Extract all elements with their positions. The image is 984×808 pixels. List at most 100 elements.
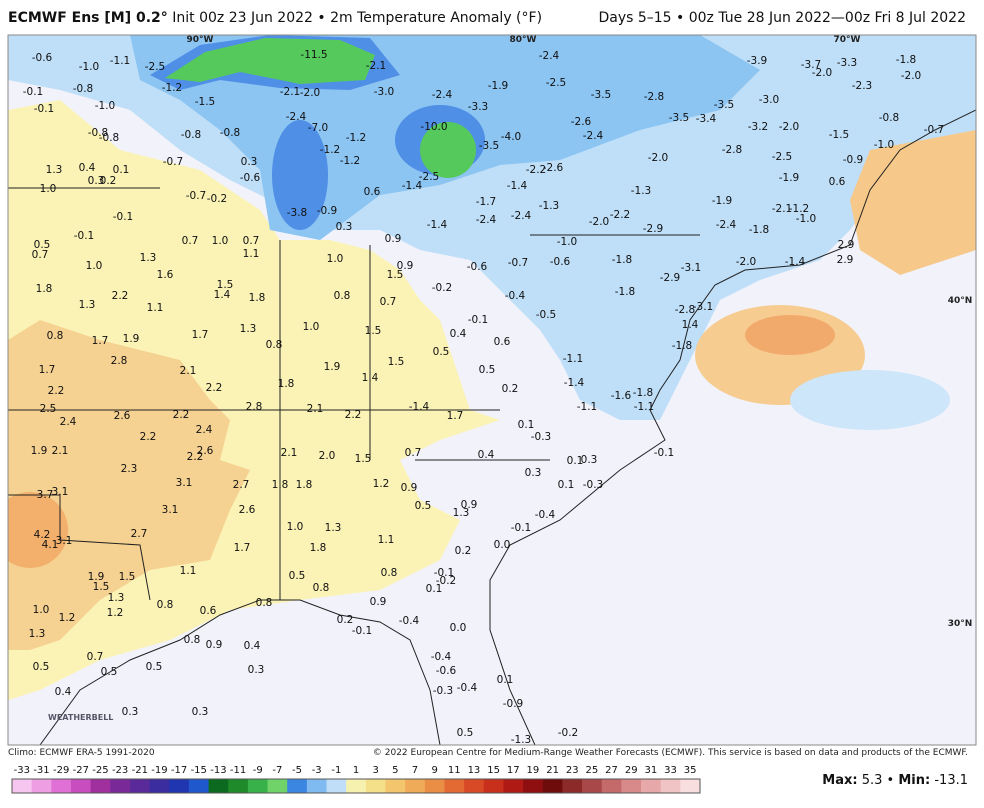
anomaly-label: -0.1 [34,103,55,115]
colorbar-swatch [464,779,485,793]
anomaly-label: -0.4 [399,615,420,627]
anomaly-label: -2.2 [526,164,547,176]
colorbar-tick-label: -31 [33,765,49,776]
anomaly-label: -1.1 [563,353,584,365]
anomaly-label: -0.3 [433,685,454,697]
map-frame [7,34,977,746]
anomaly-label: 0.4 [450,328,467,340]
anomaly-label: 0.5 [433,346,450,358]
colorbar-tick-label: -11 [230,765,246,776]
anomaly-label: 1.3 [140,252,157,264]
anomaly-label: 0.1 [518,419,535,431]
anomaly-label: 1.2 [59,612,76,624]
anomaly-label: -1.0 [796,213,817,225]
colorbar-swatch [12,779,33,793]
anomaly-label: 2.2 [187,451,204,463]
anomaly-label: 0.4 [55,686,72,698]
colorbar-swatch [31,779,52,793]
anomaly-label: -11.5 [300,49,327,61]
anomaly-label: -2.6 [543,162,564,174]
anomaly-label: 1.3 [453,507,470,519]
anomaly-label: 0.3 [248,664,265,676]
anomaly-label: 1.3 [240,323,257,335]
anomaly-label: -0.6 [550,256,571,268]
anomaly-label: 2.6 [239,504,256,516]
anomaly-label: -2.0 [812,67,833,79]
anomaly-label: 1.4 [214,289,231,301]
anomaly-label: 0.8 [381,567,398,579]
anomaly-label: -1.4 [785,256,806,268]
stat-value: -13.1 [934,773,968,788]
colorbar-swatch [306,779,328,793]
stat-separator: • [887,773,895,788]
anomaly-label: 0.9 [370,596,387,608]
anomaly-label: -0.2 [432,282,453,294]
anomaly-label: 0.4 [244,640,261,652]
anomaly-label: -1.2 [162,82,183,94]
anomaly-label: -0.6 [32,52,53,64]
anomaly-label: 0.8 [313,582,330,594]
anomaly-label: 2.2 [112,290,129,302]
colorbar-tick-label: 23 [566,765,579,776]
anomaly-label: 0.8 [47,330,64,342]
anomaly-label: -2.4 [432,89,453,101]
anomaly-label: -3.0 [374,86,395,98]
anomaly-label: -0.3 [583,479,604,491]
anomaly-label: 2.2 [140,431,157,443]
anomaly-label: 0.5 [34,239,51,251]
anomaly-label: -2.3 [852,80,873,92]
anomaly-label: 0.2 [100,175,117,187]
anomaly-label: 2.3 [121,463,138,475]
anomaly-label: 2.1 [281,447,298,459]
anomaly-label: 2.6 [197,445,214,457]
anomaly-label: 4.1 [42,539,59,551]
anomaly-label: 0.7 [243,235,260,247]
anomaly-label: 0.9 [461,499,478,511]
anomaly-label: -0.3 [531,431,552,443]
anomaly-label: 0.3 [581,454,598,466]
anomaly-label: -3.5 [479,140,500,152]
anomaly-label: 0.9 [401,482,418,494]
anomaly-label: -2.4 [511,210,532,222]
colorbar-tick-label: -1 [331,765,341,776]
anomaly-label: -0.8 [181,129,202,141]
anomaly-label: -1.9 [712,195,733,207]
anomaly-label: 0.1 [426,583,443,595]
colorbar-tick-label: -21 [132,765,148,776]
colorbar-tick-label: 27 [605,765,618,776]
anomaly-label: -2.4 [286,111,307,123]
colorbar-tick-label: -9 [253,765,263,776]
anomaly-label: 1.1 [180,565,197,577]
colorbar-tick-label: 1 [353,765,359,776]
cool-area [790,370,950,430]
anomaly-label: 1.8 [278,378,295,390]
colorbar-swatch [582,779,603,793]
anomaly-label: 0.5 [101,666,118,678]
anomaly-label: -1.8 [672,340,693,352]
colorbar-swatch [503,779,524,793]
anomaly-label: -3.0 [759,94,780,106]
colorbar-swatch [385,779,406,793]
anomaly-label: -1.4 [564,377,585,389]
anomaly-label: -1.1 [110,55,131,67]
anomaly-label: -2.0 [779,121,800,133]
colorbar-swatch [641,779,662,793]
anomaly-label: 1.8 [296,479,313,491]
anomaly-label: 1.9 [123,333,140,345]
colorbar-tick-label: -15 [191,765,207,776]
anomaly-label: 1.7 [92,335,109,347]
colorbar-swatch [70,779,92,793]
anomaly-label: 2.8 [111,355,128,367]
anomaly-label: 1.7 [234,542,251,554]
anomaly-label: -0.1 [113,211,134,223]
colorbar-tick-label: -25 [92,765,108,776]
anomaly-label: 0.9 [206,639,223,651]
colorbar-swatch [621,779,642,793]
warm-area [745,315,835,355]
anomaly-label: -1.3 [631,185,652,197]
anomaly-label: 2.7 [233,479,250,491]
colorbar-tick-label: -7 [272,765,282,776]
anomaly-label: -2.8 [722,144,743,156]
anomaly-label: 2.4 [60,416,77,428]
